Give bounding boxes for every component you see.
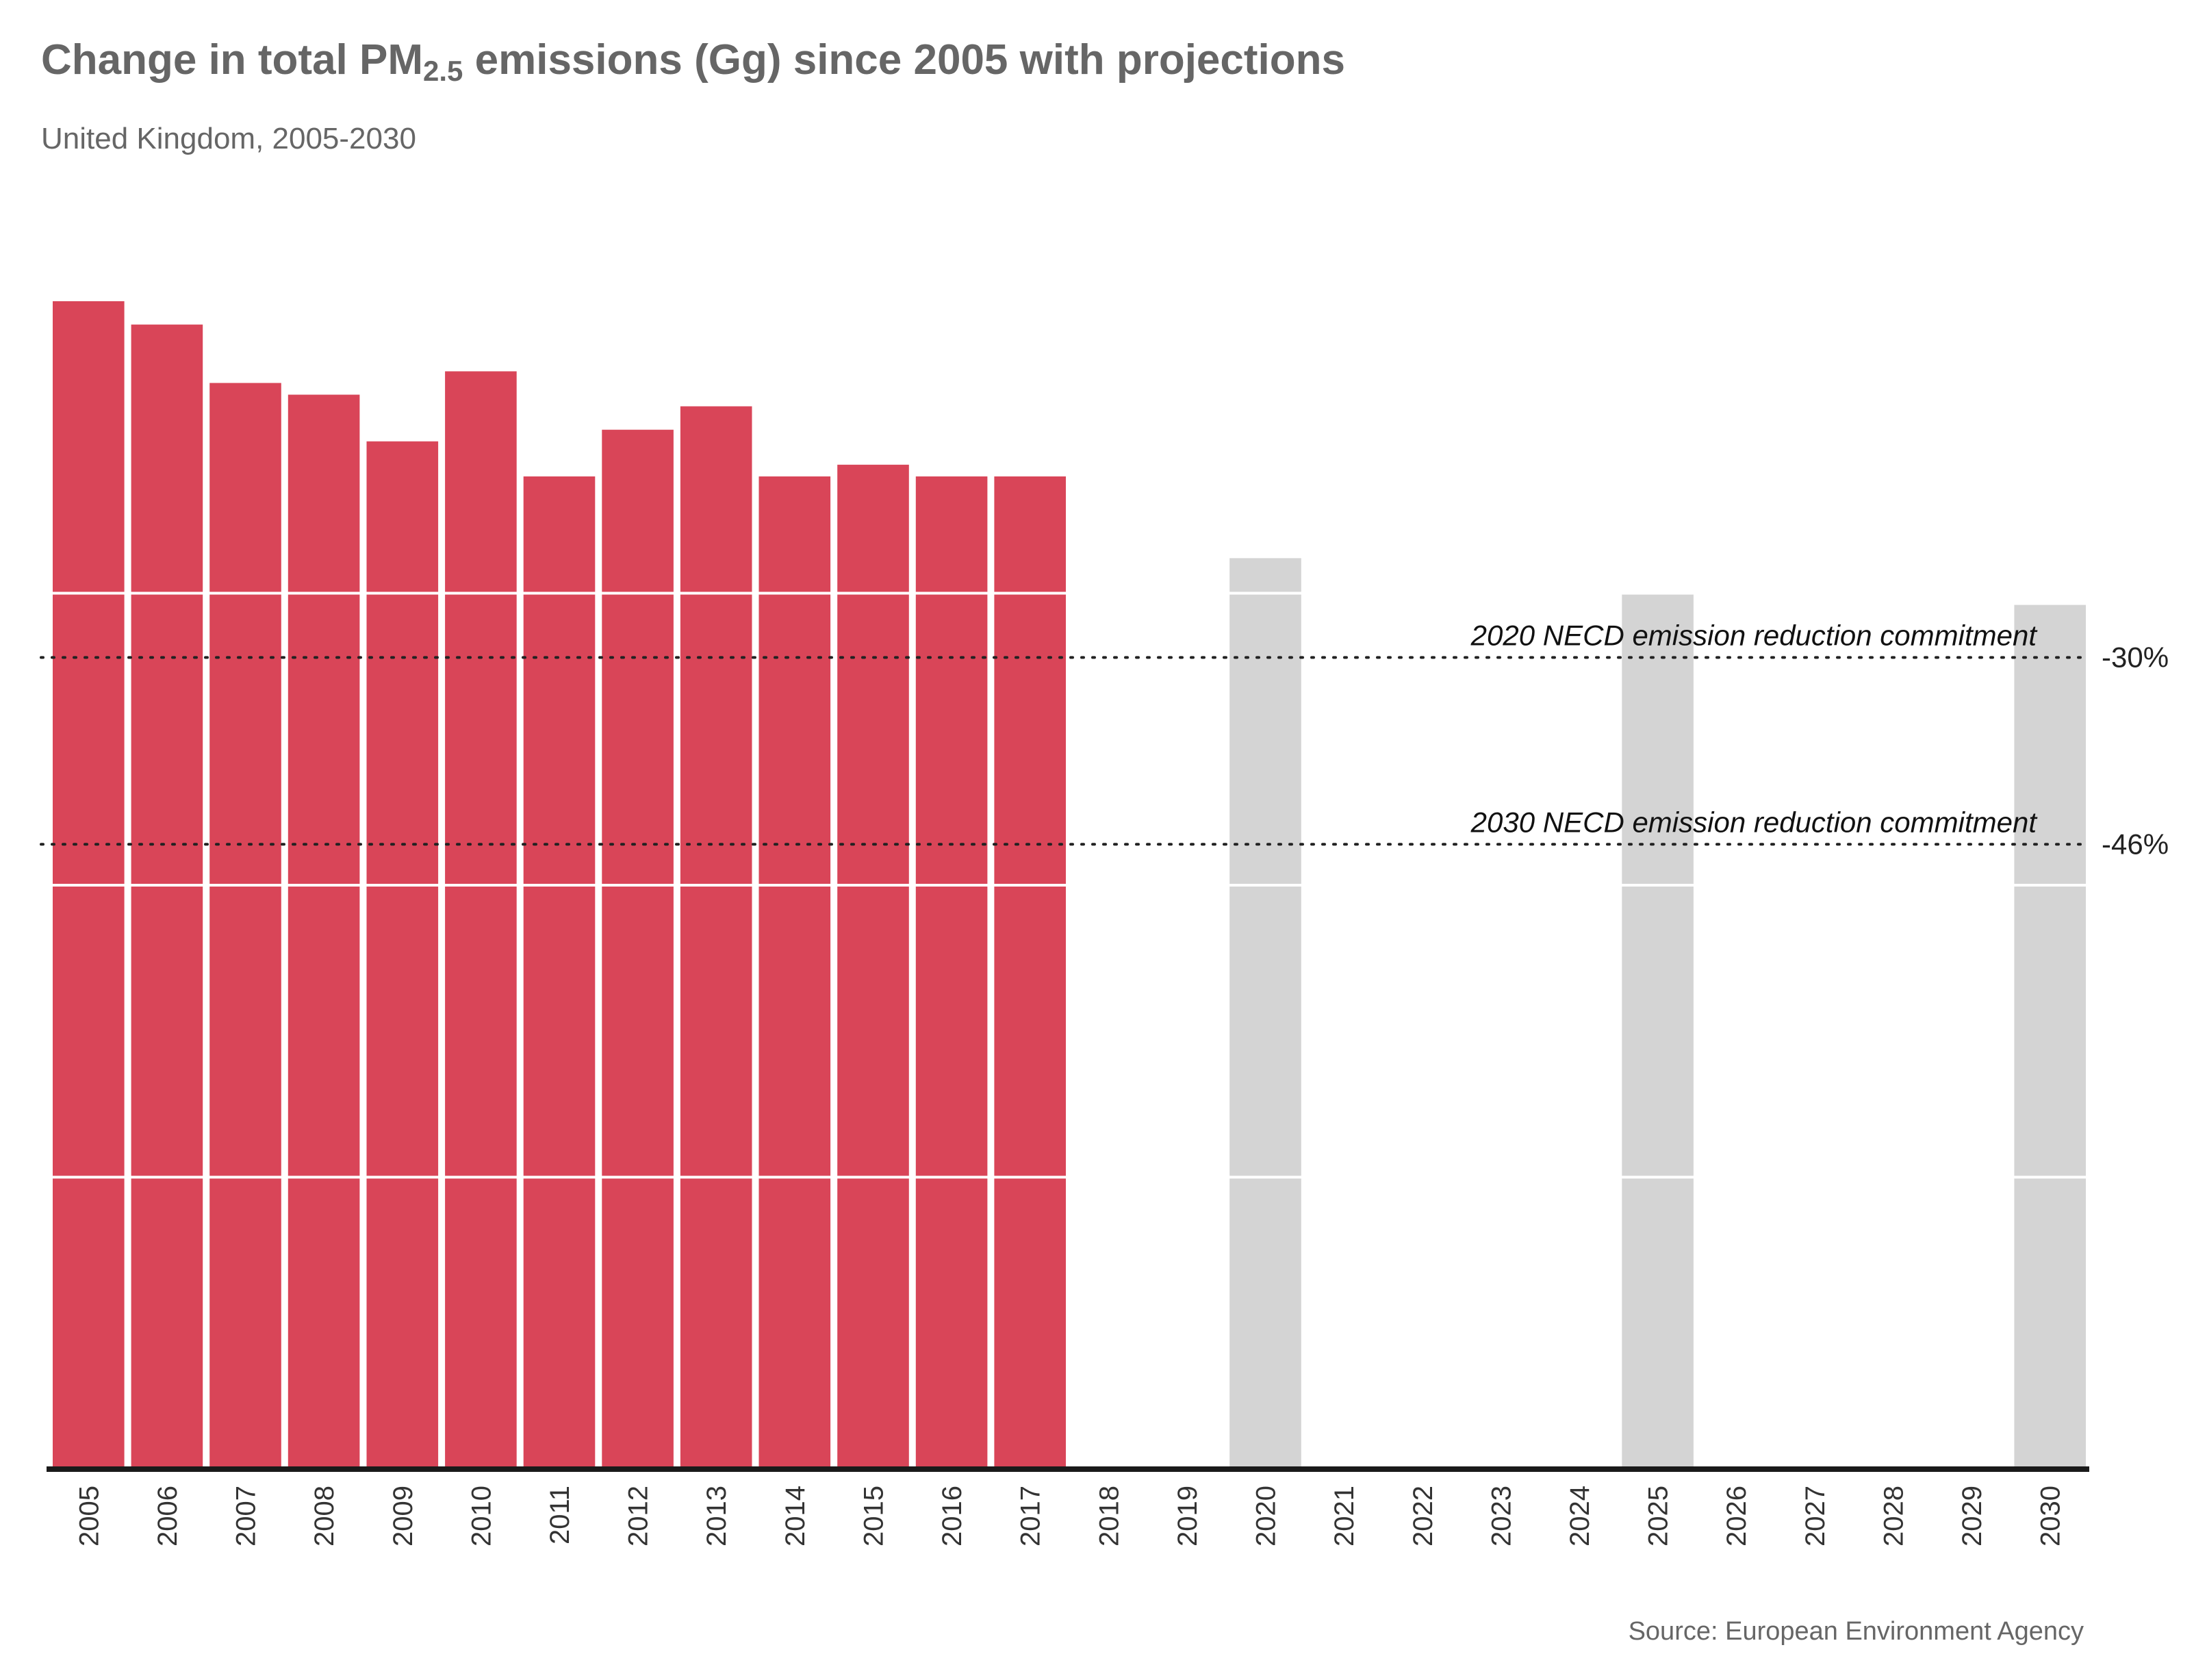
x-tick-label-2022: 2022 [1408,1486,1438,1547]
bar-2014 [758,476,831,1469]
x-tick-label-2027: 2027 [1800,1486,1830,1547]
chart-title-subscript: 2.5 [423,55,463,87]
x-tick-label-2024: 2024 [1565,1486,1595,1547]
x-tick-label-2018: 2018 [1094,1486,1124,1547]
x-tick-label-2021: 2021 [1329,1486,1360,1547]
x-tick-label-2025: 2025 [1644,1486,1674,1547]
x-tick-label-2007: 2007 [231,1486,261,1547]
x-tick-label-2029: 2029 [1957,1486,1987,1547]
bar-2025 [1622,593,1694,1469]
bar-2012 [602,429,674,1470]
reference-lines-group: 2020 NECD emission reduction commitment -… [40,619,2169,860]
bar-2030 [2014,604,2086,1469]
bar-2020 [1229,558,1301,1469]
chart-title: Change in total PM2.5 emissions (Gg) sin… [41,36,1345,88]
x-tick-label-2009: 2009 [388,1486,418,1547]
x-tick-labels: 2005 2006 2007 2008 2009 2010 2011 2012 2013 2014… [74,1486,2065,1547]
bar-2011 [523,476,596,1469]
gridlines-group [49,591,2089,1179]
x-tick-label-2016: 2016 [937,1486,967,1547]
bar-2015 [837,464,909,1469]
bar-2016 [915,476,988,1469]
x-tick-label-2028: 2028 [1879,1486,1909,1547]
bar-2007 [209,383,281,1469]
bar-2006 [131,324,203,1470]
x-tick-label-2030: 2030 [2036,1486,2066,1547]
bar-2008 [288,394,360,1469]
chart-title-rest: emissions (Gg) since 2005 with projectio… [463,36,1345,84]
x-tick-label-2023: 2023 [1486,1486,1516,1547]
bar-2010 [445,371,517,1469]
bar-2017 [994,476,1066,1469]
x-tick-label-2006: 2006 [153,1486,183,1547]
chart-title-main: Change in total PM [41,36,423,84]
reference-line-label-0: 2020 NECD emission reduction commitment [1470,619,2039,651]
x-tick-label-2012: 2012 [624,1486,654,1547]
x-tick-label-2014: 2014 [780,1486,811,1547]
x-tick-label-2005: 2005 [74,1486,104,1547]
x-tick-label-2011: 2011 [545,1486,575,1544]
x-tick-label-2015: 2015 [859,1486,889,1547]
reference-line-label-1: 2030 NECD emission reduction commitment [1470,806,2039,838]
x-tick-label-2008: 2008 [309,1486,340,1547]
x-tick-label-2020: 2020 [1251,1486,1281,1547]
reference-line-pct-1: -46% [2102,828,2169,860]
chart-subtitle: United Kingdom, 2005-2030 [41,122,416,155]
x-tick-label-2026: 2026 [1722,1486,1752,1547]
x-tick-label-2019: 2019 [1173,1486,1203,1547]
bar-2009 [366,441,439,1470]
bar-2013 [680,406,752,1469]
x-tick-label-2013: 2013 [702,1486,732,1547]
x-tick-label-2010: 2010 [466,1486,496,1547]
source-note: Source: European Environment Agency [1628,1617,2084,1646]
x-tick-label-2017: 2017 [1016,1486,1046,1547]
reference-line-pct-0: -30% [2102,641,2169,673]
